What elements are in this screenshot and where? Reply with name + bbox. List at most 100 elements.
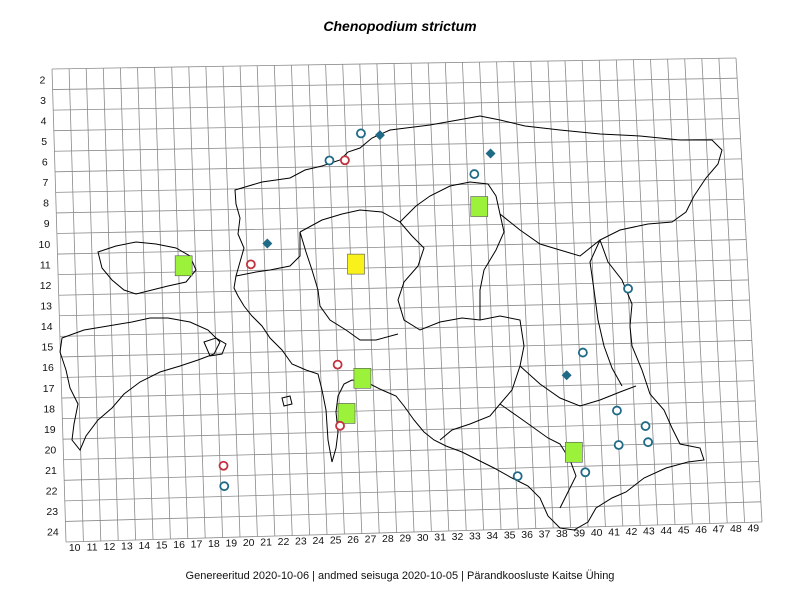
grid-line-horizontal xyxy=(53,118,740,132)
occurrence-circle-teal xyxy=(643,437,653,448)
grid-line-horizontal xyxy=(57,239,747,255)
column-label: 38 xyxy=(556,528,568,540)
occurrence-square-yellow xyxy=(347,253,365,275)
grid-line-horizontal xyxy=(61,360,753,378)
map-title: Chenopodium strictum xyxy=(323,18,477,34)
grid-line-vertical xyxy=(68,68,84,542)
grid-line-vertical xyxy=(564,60,589,528)
grid-line-vertical xyxy=(51,68,67,543)
occurrence-square-green xyxy=(174,255,193,277)
occurrence-circle-red xyxy=(335,420,345,431)
grid-line-horizontal xyxy=(61,380,755,399)
grid-line-horizontal xyxy=(62,420,757,440)
occurrence-circle-teal xyxy=(469,169,480,179)
row-label: 6 xyxy=(42,157,48,169)
row-label: 16 xyxy=(42,362,54,374)
column-label: 14 xyxy=(138,540,150,552)
occurrence-circle-teal xyxy=(612,405,622,416)
column-label: 48 xyxy=(730,523,742,535)
column-label: 28 xyxy=(382,533,394,545)
row-label: 23 xyxy=(46,506,58,518)
occurrence-diamond xyxy=(485,148,496,159)
row-label: 3 xyxy=(40,95,46,107)
hiiumaa-island xyxy=(97,241,197,295)
column-label: 31 xyxy=(434,531,446,543)
row-label: 20 xyxy=(45,444,57,456)
occurrence-square-green xyxy=(565,441,583,463)
column-label: 32 xyxy=(452,531,464,543)
row-label: 8 xyxy=(43,198,49,210)
grid-line-horizontal xyxy=(56,218,746,234)
grid-line-horizontal xyxy=(59,319,751,337)
column-label: 29 xyxy=(399,532,411,544)
column-label: 40 xyxy=(591,527,603,539)
grid-line-vertical xyxy=(154,67,171,540)
column-label: 15 xyxy=(156,539,168,551)
row-label: 21 xyxy=(45,465,57,477)
column-label: 49 xyxy=(747,522,759,534)
row-label: 11 xyxy=(40,259,51,271)
column-label: 21 xyxy=(260,536,272,548)
grid-line-vertical xyxy=(444,62,467,531)
column-label: 23 xyxy=(295,535,307,547)
row-label: 19 xyxy=(44,424,56,436)
grid-line-vertical xyxy=(188,66,206,539)
grid-line-horizontal xyxy=(52,77,738,90)
lake-border xyxy=(589,239,623,387)
row-label: 24 xyxy=(47,527,59,539)
column-label: 45 xyxy=(678,524,690,536)
grid-line-vertical xyxy=(667,59,693,525)
grid-line-horizontal xyxy=(54,138,741,152)
grid-line-vertical xyxy=(581,60,606,527)
row-label: 7 xyxy=(43,177,49,189)
grid-line-horizontal xyxy=(63,440,758,461)
grid-line-vertical xyxy=(137,67,154,540)
footer-text: Genereeritud 2020-10-06 | andmed seisuga… xyxy=(185,570,615,582)
grid-line-vertical xyxy=(273,65,293,536)
kihnu-island xyxy=(281,395,293,407)
grid-line-horizontal xyxy=(55,158,742,173)
column-label: 47 xyxy=(713,523,725,535)
grid-line-vertical xyxy=(85,68,102,542)
occurrence-circle-teal xyxy=(640,421,651,431)
occurrence-circle-teal xyxy=(324,155,335,166)
occurrence-circle-teal xyxy=(219,481,230,492)
column-label: 42 xyxy=(626,526,638,538)
column-label: 18 xyxy=(208,538,220,550)
grid-line-horizontal xyxy=(55,178,743,193)
column-label: 26 xyxy=(347,534,359,546)
grid-line-vertical xyxy=(308,64,328,535)
occurrence-diamond xyxy=(561,370,572,381)
muhu-island xyxy=(203,337,227,357)
row-label: 2 xyxy=(39,74,45,86)
row-label: 18 xyxy=(43,403,55,415)
row-label: 4 xyxy=(41,115,47,127)
column-label: 41 xyxy=(608,526,620,538)
column-label: 37 xyxy=(539,528,551,540)
grid-line-horizontal xyxy=(65,521,763,543)
grid-layer xyxy=(51,57,763,543)
mainland-border xyxy=(233,115,723,531)
grid-line-vertical xyxy=(718,58,745,523)
column-label: 22 xyxy=(278,536,290,548)
grid-line-horizontal xyxy=(58,259,748,276)
occurrence-circle-red xyxy=(218,460,229,471)
occurrence-circle-red xyxy=(245,259,256,270)
row-label: 22 xyxy=(46,486,58,498)
column-label: 36 xyxy=(521,529,533,541)
grid-line-vertical xyxy=(684,58,711,524)
grid-line-horizontal xyxy=(60,340,752,358)
grid-line-vertical xyxy=(205,66,223,538)
grid-line-horizontal xyxy=(59,299,750,317)
row-label: 10 xyxy=(38,239,50,251)
row-label: 13 xyxy=(40,301,52,313)
grid-line-horizontal xyxy=(64,481,760,502)
grid-line-vertical xyxy=(410,63,432,532)
column-label: 13 xyxy=(121,540,133,552)
grid-line-vertical xyxy=(701,58,728,524)
occurrence-circle-teal xyxy=(577,347,588,358)
occurrence-diamond xyxy=(262,238,273,249)
grid-line-vertical xyxy=(650,59,676,525)
grid-line-vertical xyxy=(479,62,502,530)
